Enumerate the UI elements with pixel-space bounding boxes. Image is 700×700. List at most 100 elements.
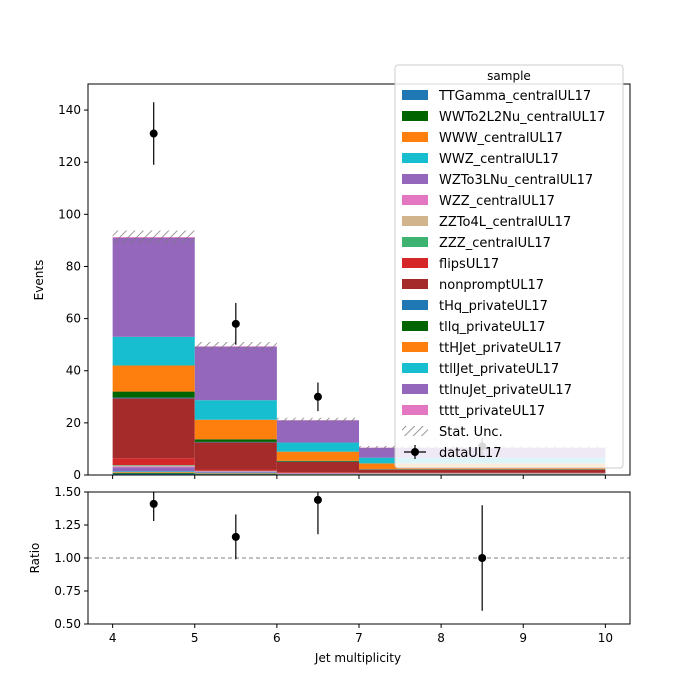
legend-label: WWTo2L2Nu_centralUL17 bbox=[439, 110, 605, 125]
x-tick-label: 9 bbox=[519, 631, 527, 645]
y-tick-label: 0 bbox=[73, 468, 81, 482]
legend-swatch-WWTo2L2Nu_centralUL17 bbox=[402, 111, 428, 121]
bar-nonpromptUL17-bin-3 bbox=[359, 469, 606, 473]
legend-title: sample bbox=[487, 69, 531, 83]
legend-data-marker bbox=[411, 448, 419, 456]
x-axis-label: Jet multiplicity bbox=[314, 651, 401, 665]
legend-swatch-ttlnuJet_privateUL17 bbox=[402, 384, 428, 394]
bar-WWZ_centralUL17-bin-0 bbox=[112, 471, 195, 473]
ratio-y-ticks: 0.50 0.75 1.00 1.25 1.50 bbox=[54, 485, 88, 631]
bar-ttlnuJet_privateUL17-bin-2 bbox=[276, 420, 359, 443]
legend-label: ttHJet_privateUL17 bbox=[439, 341, 562, 356]
ratio-point-2 bbox=[313, 495, 322, 504]
legend-label: ttllJet_privateUL17 bbox=[439, 362, 559, 377]
ratio-y-tick-label: 0.50 bbox=[54, 617, 81, 631]
bar-WWW_centralUL17-bin-0 bbox=[112, 472, 195, 473]
legend-label: tttt_privateUL17 bbox=[439, 404, 545, 419]
y-tick-label: 80 bbox=[66, 259, 81, 273]
bar-WWZ_centralUL17-bin-1 bbox=[194, 472, 277, 474]
ratio-x-ticks: 4 5 6 7 8 9 10 bbox=[109, 624, 613, 645]
legend-label: WWW_centralUL17 bbox=[439, 131, 563, 146]
legend-label: Stat. Unc. bbox=[439, 425, 503, 440]
y-tick-label: 60 bbox=[66, 312, 81, 326]
legend-swatch-flipsUL17 bbox=[402, 258, 428, 268]
bar-ttHJet_privateUL17-bin-0 bbox=[112, 365, 195, 392]
bar-WZZ_centralUL17-bin-0 bbox=[112, 466, 195, 468]
y-tick-label: 100 bbox=[58, 207, 81, 221]
legend-swatch-WWZ_centralUL17 bbox=[402, 153, 428, 163]
legend-swatch-ttHJet_privateUL17 bbox=[402, 342, 428, 352]
legend-label: WWZ_centralUL17 bbox=[439, 152, 559, 167]
legend-label: ZZZ_centralUL17 bbox=[439, 236, 551, 251]
legend-label: ttlnuJet_privateUL17 bbox=[439, 383, 572, 398]
y-tick-label: 20 bbox=[66, 416, 81, 430]
legend-swatch-stat-unc bbox=[402, 426, 428, 436]
bar-ttllJet_privateUL17-bin-0 bbox=[112, 336, 195, 366]
bar-TTGamma_centralUL17-bin-0 bbox=[112, 473, 195, 475]
legend-label: flipsUL17 bbox=[439, 257, 499, 272]
legend-swatch-tHq_privateUL17 bbox=[402, 300, 428, 310]
bar-tHq_privateUL17-bin-0 bbox=[112, 397, 195, 399]
bar-ttllJet_privateUL17-bin-2 bbox=[276, 442, 359, 452]
bar-flipsUL17-bin-0 bbox=[112, 458, 195, 466]
ratio-point-1 bbox=[231, 532, 240, 541]
bar-WZTo3LNu_centralUL17-bin-0 bbox=[112, 467, 195, 472]
legend-swatch-ZZZ_centralUL17 bbox=[402, 237, 428, 247]
legend-label: TTGamma_centralUL17 bbox=[438, 89, 591, 104]
bar-ttHJet_privateUL17-bin-1 bbox=[194, 419, 277, 440]
bar-ZZZ_centralUL17-bin-0 bbox=[112, 465, 195, 466]
bar-nonpromptUL17-bin-0 bbox=[112, 398, 195, 459]
ratio-y-tick-label: 1.00 bbox=[54, 551, 81, 565]
ratio-y-tick-label: 1.25 bbox=[54, 518, 81, 532]
x-tick-label: 5 bbox=[191, 631, 199, 645]
y-tick-label: 140 bbox=[58, 103, 81, 117]
main-plot-stack bbox=[112, 237, 606, 475]
bar-flipsUL17-bin-1 bbox=[194, 469, 277, 471]
bar-flipsUL17-bin-2 bbox=[276, 472, 359, 473]
bar-ttllJet_privateUL17-bin-1 bbox=[194, 400, 277, 420]
legend-label: WZTo3LNu_centralUL17 bbox=[439, 173, 593, 188]
legend-swatch-WZZ_centralUL17 bbox=[402, 195, 428, 205]
bar-WWTo2L2Nu_centralUL17-bin-0 bbox=[112, 472, 195, 474]
main-x-ticks bbox=[112, 475, 606, 479]
main-y-axis-label: Events bbox=[32, 260, 46, 301]
x-tick-label: 7 bbox=[355, 631, 363, 645]
legend-label: nonpromptUL17 bbox=[439, 278, 544, 293]
ratio-points bbox=[149, 492, 487, 611]
legend-swatch-WZTo3LNu_centralUL17 bbox=[402, 174, 428, 184]
legend-swatch-ZZTo4L_centralUL17 bbox=[402, 216, 428, 226]
bar-tllq_privateUL17-bin-2 bbox=[276, 460, 359, 462]
ratio-point-0 bbox=[149, 499, 158, 508]
legend-swatch-nonpromptUL17 bbox=[402, 279, 428, 289]
legend-label: ZZTo4L_centralUL17 bbox=[439, 215, 571, 230]
bar-ttlnuJet_privateUL17-bin-1 bbox=[194, 346, 277, 401]
legend-swatch-tttt_privateUL17 bbox=[402, 405, 428, 415]
ratio-point-3 bbox=[478, 554, 487, 562]
legend-swatch-WWW_centralUL17 bbox=[402, 132, 428, 142]
ratio-y-axis-label: Ratio bbox=[28, 543, 42, 574]
data-point-1 bbox=[231, 319, 240, 328]
bar-WZTo3LNu_centralUL17-bin-2 bbox=[276, 473, 359, 474]
bar-tllq_privateUL17-bin-1 bbox=[194, 439, 277, 442]
stat-unc-bin-1 bbox=[194, 342, 277, 351]
ratio-y-tick-label: 1.50 bbox=[54, 485, 81, 499]
data-point-0 bbox=[149, 129, 158, 138]
bar-ttlnuJet_privateUL17-bin-0 bbox=[112, 237, 195, 337]
bar-ttHJet_privateUL17-bin-2 bbox=[276, 451, 359, 461]
bar-nonpromptUL17-bin-1 bbox=[194, 442, 277, 470]
y-tick-label: 40 bbox=[66, 364, 81, 378]
x-tick-label: 10 bbox=[598, 631, 613, 645]
bar-WZTo3LNu_centralUL17-bin-1 bbox=[194, 471, 277, 473]
bar-WWW_centralUL17-bin-1 bbox=[194, 473, 277, 474]
legend-label: dataUL17 bbox=[439, 446, 502, 461]
legend-swatch-TTGamma_centralUL17 bbox=[402, 90, 428, 100]
x-tick-label: 4 bbox=[109, 631, 117, 645]
legend-swatch-tllq_privateUL17 bbox=[402, 321, 428, 331]
legend: sample TTGamma_centralUL17 WWTo2L2Nu_cent… bbox=[394, 64, 624, 469]
data-point-2 bbox=[313, 392, 322, 401]
y-tick-label: 120 bbox=[58, 155, 81, 169]
legend-label: tllq_privateUL17 bbox=[439, 320, 545, 335]
legend-box bbox=[394, 64, 624, 469]
bar-WWTo2L2Nu_centralUL17-bin-1 bbox=[194, 473, 277, 475]
